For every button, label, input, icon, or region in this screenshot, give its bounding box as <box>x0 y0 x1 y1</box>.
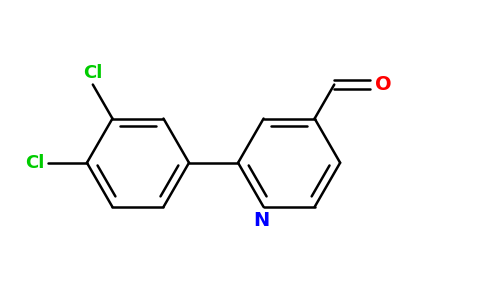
Text: Cl: Cl <box>83 64 103 82</box>
Text: N: N <box>254 211 270 230</box>
Text: O: O <box>376 75 392 94</box>
Text: Cl: Cl <box>25 154 45 172</box>
